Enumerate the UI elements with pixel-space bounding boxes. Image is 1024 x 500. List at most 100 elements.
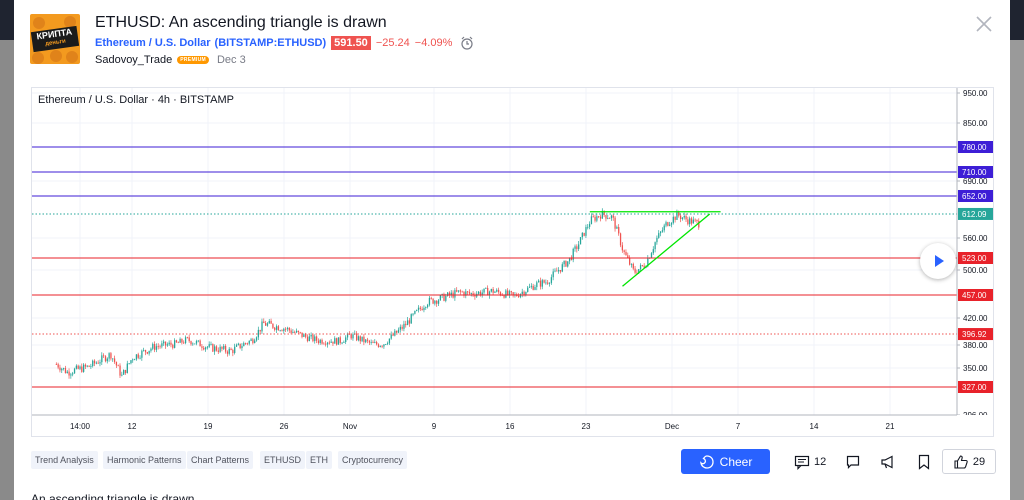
candle <box>659 230 662 237</box>
candle <box>148 350 150 356</box>
candle <box>199 339 201 347</box>
price-tick-label: 560.00 <box>963 234 988 243</box>
symbol-ticker-link[interactable]: (BITSTAMP:ETHUSD) <box>214 37 327 49</box>
candle <box>268 318 270 324</box>
candle <box>385 343 387 345</box>
like-button[interactable]: 29 <box>942 449 996 474</box>
candle <box>204 346 207 352</box>
price-tick-label: 690.00 <box>963 177 988 186</box>
candle <box>681 217 684 221</box>
candle <box>115 361 118 368</box>
candle <box>587 224 589 230</box>
tag-chart-patterns[interactable]: Chart Patterns <box>187 451 254 469</box>
price-tick-label: 380.00 <box>963 341 988 350</box>
candle <box>485 287 487 289</box>
candle <box>361 336 363 343</box>
candle <box>652 246 654 255</box>
candle <box>112 358 114 362</box>
candle <box>536 280 538 291</box>
tag-cryptocurrency[interactable]: Cryptocurrency <box>338 451 408 469</box>
candle <box>576 244 578 253</box>
candle <box>224 344 227 354</box>
symbol-name-link[interactable]: Ethereum / U.S. Dollar <box>95 37 211 49</box>
candle <box>341 341 343 345</box>
candle <box>381 344 383 349</box>
candle <box>292 329 294 334</box>
chart-panel[interactable]: 950.00 850.00 690.00 560.00 500.00 420.00 380.… <box>31 87 994 437</box>
symbol-row: Ethereum / U.S. Dollar (BITSTAMP:ETHUSD)… <box>95 36 474 50</box>
candle <box>61 367 63 373</box>
flag-icon <box>846 455 860 469</box>
candle <box>490 288 492 293</box>
candle <box>550 274 553 285</box>
candle <box>670 222 673 228</box>
triangle-support-line[interactable] <box>622 213 711 287</box>
candle <box>567 261 569 268</box>
candle <box>519 293 522 299</box>
comments-button[interactable]: 12 <box>794 452 826 472</box>
candle <box>496 288 498 293</box>
candle <box>605 214 607 222</box>
candle <box>481 289 483 298</box>
candle <box>612 213 614 221</box>
candle <box>426 303 429 309</box>
candle <box>68 368 70 379</box>
candle <box>689 216 691 228</box>
candle <box>434 299 436 306</box>
candle <box>487 285 489 296</box>
candle <box>348 331 351 335</box>
candle <box>93 359 96 367</box>
candle <box>270 318 272 324</box>
cheer-button[interactable]: Cheer <box>681 449 770 474</box>
candle <box>70 372 72 379</box>
candle <box>308 334 310 342</box>
candle <box>88 365 90 367</box>
comment-icon <box>794 455 810 470</box>
candle <box>505 289 507 299</box>
candle <box>92 359 94 368</box>
candle <box>403 320 405 332</box>
author-avatar[interactable]: КРИПТА деньги <box>30 14 80 64</box>
price-tick-label: 500.00 <box>963 266 988 275</box>
alarm-icon[interactable] <box>460 36 474 50</box>
play-button[interactable] <box>920 243 956 279</box>
tag-ethusd[interactable]: ETHUSD <box>260 451 306 469</box>
bookmark-button[interactable] <box>916 452 932 472</box>
candle <box>421 306 423 311</box>
tag-trend-analysis[interactable]: Trend Analysis <box>31 451 98 469</box>
candle <box>425 306 427 310</box>
candle <box>541 278 543 290</box>
time-scale[interactable] <box>32 415 993 436</box>
candle <box>594 214 596 223</box>
reply-button[interactable] <box>845 452 861 472</box>
candle <box>72 371 74 377</box>
candle <box>608 217 611 219</box>
candle <box>174 338 176 349</box>
time-tick-label: 19 <box>204 422 213 431</box>
price-level-label-bg <box>958 207 993 220</box>
candle <box>99 359 101 367</box>
candle <box>696 219 698 224</box>
candle <box>164 341 167 349</box>
author-row: Sadovoy_Trade PREMIUM Dec 3 <box>95 54 246 66</box>
share-button[interactable] <box>880 452 896 472</box>
author-name[interactable]: Sadovoy_Trade <box>95 54 173 66</box>
tag-eth[interactable]: ETH <box>306 451 332 469</box>
candle <box>508 289 511 299</box>
candle <box>388 338 391 346</box>
close-icon[interactable] <box>974 14 994 34</box>
candle <box>439 294 442 301</box>
candle <box>345 335 347 345</box>
candle <box>619 232 622 248</box>
candle <box>543 279 545 284</box>
candle <box>186 336 189 339</box>
candle <box>166 342 169 347</box>
price-change: −25.24 <box>375 37 410 49</box>
price-chart[interactable]: 950.00 850.00 690.00 560.00 500.00 420.00 380.… <box>32 88 993 436</box>
tag-harmonic-patterns[interactable]: Harmonic Patterns <box>103 451 186 469</box>
candle <box>565 260 567 267</box>
candle <box>394 328 396 337</box>
candle <box>330 339 332 344</box>
time-tick-label: 12 <box>128 422 137 431</box>
candle <box>632 262 634 271</box>
